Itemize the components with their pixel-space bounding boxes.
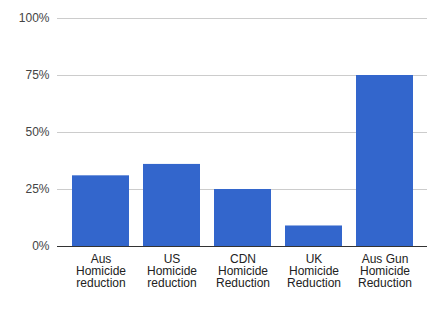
svg-text:25%: 25% [25, 182, 49, 196]
svg-text:CDNHomicideReduction: CDNHomicideReduction [216, 252, 270, 290]
svg-text:0%: 0% [32, 239, 50, 253]
svg-text:50%: 50% [25, 125, 49, 139]
svg-text:100%: 100% [19, 11, 50, 25]
svg-text:Aus GunHomicideReduction: Aus GunHomicideReduction [358, 252, 412, 290]
svg-text:USHomicidereduction: USHomicidereduction [147, 252, 197, 290]
svg-text:75%: 75% [25, 68, 49, 82]
svg-text:UKHomicideReduction: UKHomicideReduction [287, 252, 341, 290]
svg-text:AusHomicidereduction: AusHomicidereduction [76, 252, 126, 290]
